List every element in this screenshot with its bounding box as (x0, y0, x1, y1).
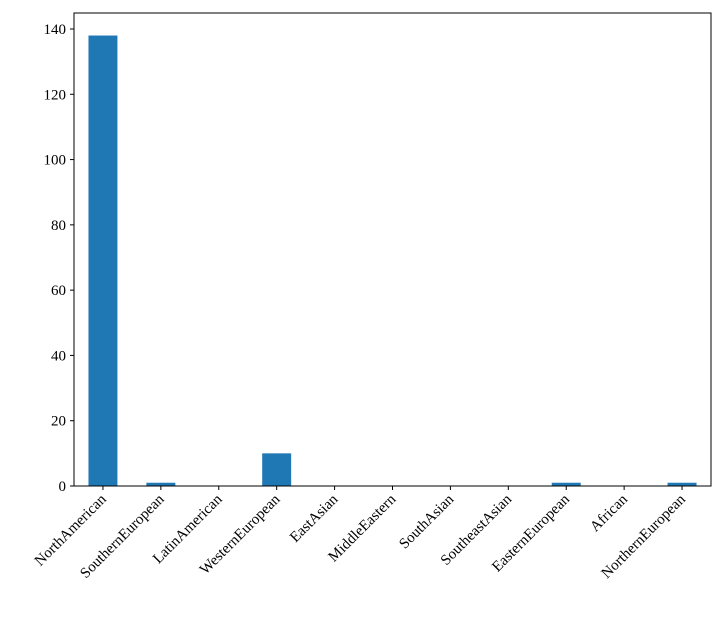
plot-frame (73, 12, 712, 487)
x-tick-label: African (587, 491, 631, 535)
x-tick-label: EastAsian (287, 491, 342, 546)
bar (88, 35, 118, 487)
bar (551, 482, 581, 486)
x-tick-label: SouthAsian (396, 491, 457, 552)
bar (667, 482, 697, 486)
y-tick-label: 100 (44, 153, 67, 169)
y-tick-label: 0 (59, 479, 67, 495)
y-tick-label: 40 (51, 348, 66, 364)
bar (262, 453, 292, 486)
bar (146, 482, 176, 486)
y-tick-label: 80 (51, 218, 66, 234)
y-tick-label: 20 (51, 414, 66, 430)
y-tick-label: 140 (44, 22, 67, 38)
y-tick-label: 60 (51, 283, 66, 299)
y-tick-label: 120 (44, 87, 67, 103)
